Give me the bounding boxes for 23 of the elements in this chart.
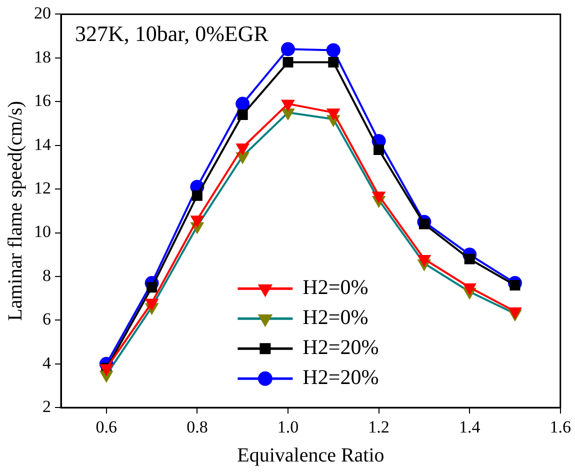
x-axis-title: Equivalence Ratio [237, 444, 384, 466]
legend-label: H2=0% [302, 305, 368, 330]
x-tick-label: 1.6 [550, 417, 571, 436]
legend-label: H2=20% [302, 335, 379, 360]
x-tick-label: 0.8 [186, 417, 208, 436]
y-axis-title: Laminar flame speed(cm/s) [4, 100, 26, 321]
y-tick-label: 20 [34, 4, 51, 23]
legend-label: H2=0% [302, 275, 368, 300]
x-tick-label: 1.4 [458, 417, 481, 436]
y-tick-label: 16 [34, 91, 51, 110]
y-tick-label: 2 [42, 397, 51, 416]
x-tick-label: 0.6 [96, 417, 118, 436]
annotation: 327K, 10bar, 0%EGR [75, 20, 269, 46]
y-tick-label: 6 [42, 310, 51, 329]
y-tick-label: 14 [34, 134, 52, 154]
x-tick-label: 1.2 [368, 417, 390, 436]
legend-label: H2=20% [302, 365, 379, 390]
x-tick-label: 1.0 [277, 417, 299, 436]
y-tick-label: 4 [42, 353, 52, 372]
y-tick-label: 8 [42, 266, 51, 285]
y-tick-label: 12 [34, 178, 51, 198]
y-tick-label: 18 [34, 47, 51, 66]
y-tick-label: 10 [34, 222, 51, 242]
